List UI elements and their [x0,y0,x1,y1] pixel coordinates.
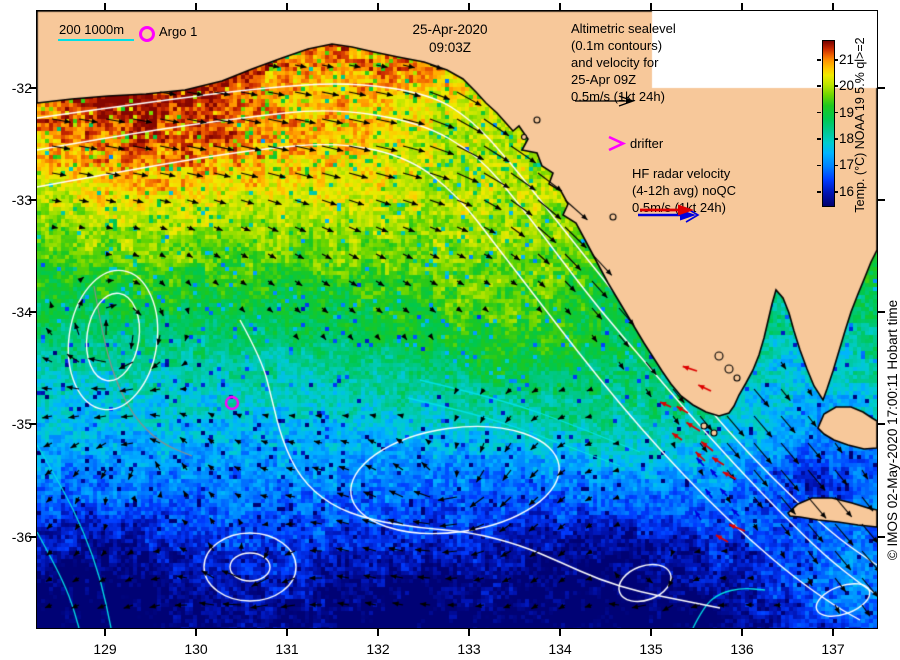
colorbar-tick-label: 16 [839,183,855,199]
altimetric-scale-arrow-icon [575,95,635,107]
colorbar-tick [816,111,821,114]
colorbar-label: Temp. (°C) NOAA 19 5.% ql>=2 [853,37,867,213]
colorbar-tick-label: 17 [839,157,855,173]
x-axis-tick-label: 134 [548,641,572,657]
axis-tick [832,629,834,636]
x-axis-tick-label: 137 [821,641,845,657]
axis-tick [878,199,885,201]
axis-tick [878,536,885,538]
colorbar-tick-label: 19 [839,104,855,120]
sst-map-canvas [37,11,877,628]
colorbar-tick [816,138,821,140]
y-axis-tick-label: -34 [11,303,32,320]
axis-tick [104,629,106,636]
y-axis-tick-label: -33 [11,191,32,208]
colorbar-tick [816,191,821,193]
axis-tick [650,3,652,10]
map-date: 25-Apr-2020 [412,22,488,37]
axis-tick [195,629,197,636]
colorbar-tick [816,85,821,87]
colorbar-tick [816,164,821,167]
altimetric-line: and velocity for [571,55,659,70]
x-axis-tick-label: 136 [730,641,754,657]
colorbar-tick-label: 20 [839,78,855,94]
axis-tick [104,3,106,10]
colorbar-tick [834,85,838,87]
imos-credit: © IMOS 02-May-2020 17:00:11 Hobart time [885,299,900,561]
map-time: 09:03Z [428,40,472,55]
isobath-200m-line [58,39,134,41]
map-datetime: 25-Apr-2020 09:03Z [404,21,496,57]
axis-tick [559,3,561,10]
altimetric-annotation: Altimetric sealevel (0.1m contours) and … [571,20,676,105]
x-axis-tick-label: 133 [457,641,481,657]
altimetric-line: 25-Apr 09Z [571,72,637,87]
y-axis-tick-label: -35 [11,415,32,432]
y-axis-tick-label: -32 [11,79,32,96]
hf-radar-line: HF radar velocity [632,166,731,181]
x-axis-tick-label: 130 [184,641,208,657]
axis-tick [286,629,288,636]
axis-tick [29,423,36,425]
temperature-colorbar [822,40,835,207]
y-axis-tick-label: -36 [11,528,32,545]
colorbar-tick-label: 21 [839,51,855,67]
axis-tick [377,629,379,636]
axis-tick [878,311,885,313]
colorbar-tick [816,59,821,61]
axis-tick [559,629,561,636]
axis-tick [29,199,36,201]
axis-tick [741,3,743,10]
argo-legend-icon [139,26,155,42]
axis-tick [878,423,885,425]
x-axis-tick-label: 131 [275,641,299,657]
axis-tick [377,3,379,10]
axis-tick [878,87,885,89]
colorbar-tick [834,191,838,193]
x-axis-tick-label: 135 [639,641,663,657]
axis-tick [29,311,36,313]
argo-legend-label: Argo 1 [159,24,198,39]
isobath-legend-label: 200 1000m [59,22,125,37]
hf-radar-scale-arrows-icon [638,204,700,223]
axis-tick [468,3,470,10]
altimetric-line: Altimetric sealevel [571,21,676,36]
hf-radar-line: (4-12h avg) noQC [632,183,737,198]
axis-tick [741,629,743,636]
colorbar-tick-label: 18 [839,131,855,146]
drifter-icon [608,135,627,152]
axis-tick [29,87,36,89]
x-axis-tick-label: 132 [366,641,390,657]
axis-tick [832,3,834,10]
drifter-label: drifter [630,136,664,151]
axis-tick [286,3,288,10]
colorbar-tick [834,111,838,114]
altimetric-line: (0.1m contours) [571,38,663,53]
colorbar-tick [834,164,838,167]
axis-tick [468,629,470,636]
x-axis-tick-label: 129 [93,641,117,657]
axis-tick [650,629,652,636]
axis-tick [195,3,197,10]
axis-tick [29,536,36,538]
colorbar-tick [834,138,838,140]
colorbar-tick [834,59,838,61]
altimetric-line: 0.5m/s (1kt 24h) [571,89,665,104]
